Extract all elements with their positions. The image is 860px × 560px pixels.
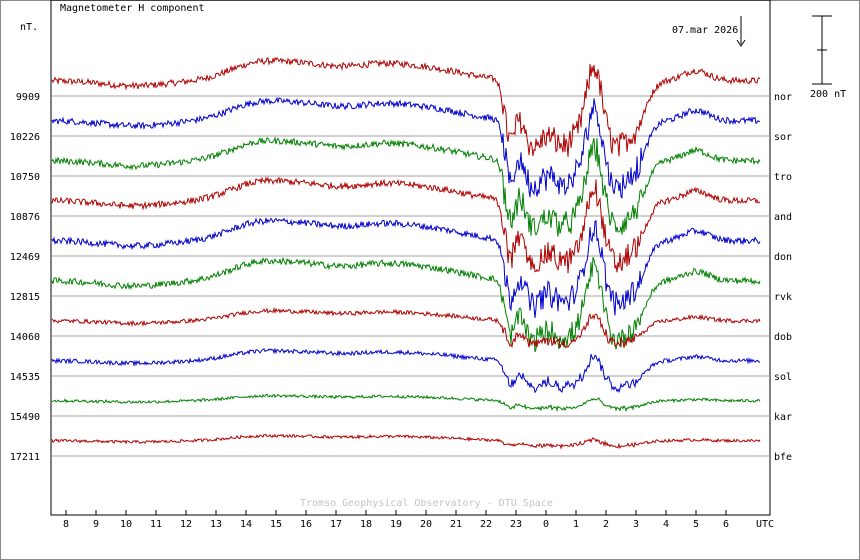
station-label-sol: sol [774, 372, 792, 383]
series-line-don [51, 217, 761, 319]
x-tick-label: 21 [450, 519, 462, 530]
x-tick-label: 16 [300, 519, 312, 530]
date-marker-arrow [736, 16, 746, 47]
x-tick-label: 11 [150, 519, 162, 530]
credit-text: Tromso Geophysical Observatory - DTU Spa… [300, 498, 553, 509]
x-tick-label: 20 [420, 519, 432, 530]
baseline-value-bfe: 17211 [10, 452, 40, 463]
x-tick-label: 3 [633, 519, 639, 530]
x-tick-label: 1 [573, 519, 579, 530]
baseline-value-kar: 15490 [10, 412, 40, 423]
y-axis-unit-label: nT. [20, 22, 38, 33]
x-tick-label: 8 [63, 519, 69, 530]
x-tick-label: 4 [663, 519, 669, 530]
chart-title: Magnetometer H component [60, 3, 205, 14]
series-line-nor [51, 56, 761, 157]
x-tick-label: 19 [390, 519, 402, 530]
station-label-rvk: rvk [774, 292, 792, 303]
x-tick-label: 6 [723, 519, 729, 530]
baseline-value-nor: 9909 [16, 92, 40, 103]
baseline-value-rvk: 12815 [10, 292, 40, 303]
scale-bar-label: 200 nT [810, 89, 846, 100]
station-label-kar: kar [774, 412, 792, 423]
series-line-and [51, 176, 761, 274]
series-line-tro [51, 136, 761, 237]
baseline-value-sor: 10226 [10, 132, 40, 143]
x-tick-label: 15 [270, 519, 282, 530]
x-tick-label: 12 [180, 519, 192, 530]
baseline-value-don: 12469 [10, 252, 40, 263]
station-label-tro: tro [774, 172, 792, 183]
station-label-dob: dob [774, 332, 792, 343]
x-axis-ticks: 8 9 10 11 12 13 14 15 16 17 18 19 20 21 22 23 0 1 2 3 4 5 6 [63, 510, 729, 530]
series-layer [51, 56, 761, 450]
station-labels: nor sor tro and don rvk dob sol kar bfe [774, 92, 792, 463]
x-tick-label: 0 [543, 519, 549, 530]
x-tick-label: 23 [510, 519, 522, 530]
station-label-and: and [774, 212, 792, 223]
station-label-sor: sor [774, 132, 792, 143]
x-tick-label: 10 [120, 519, 132, 530]
baseline-value-tro: 10750 [10, 172, 40, 183]
plot-frame [50, 0, 771, 516]
series-line-bfe [51, 433, 761, 450]
series-line-sol [51, 347, 760, 394]
x-axis-label: UTC [756, 519, 774, 530]
baseline-value-dob: 14060 [10, 332, 40, 343]
series-line-kar [51, 393, 761, 413]
date-label: 07.mar 2026 [672, 25, 738, 36]
baseline-value-sol: 14535 [10, 372, 40, 383]
baseline-labels: 9909 10226 10750 10876 12469 12815 14060 14535 1… [10, 92, 40, 463]
baseline-value-and: 10876 [10, 212, 40, 223]
station-label-don: don [774, 252, 792, 263]
station-label-bfe: bfe [774, 452, 792, 463]
x-tick-label: 2 [603, 519, 609, 530]
series-line-sor [51, 96, 760, 199]
x-tick-label: 17 [330, 519, 342, 530]
x-tick-label: 18 [360, 519, 372, 530]
x-tick-label: 5 [693, 519, 699, 530]
x-tick-label: 13 [210, 519, 222, 530]
station-label-nor: nor [774, 92, 792, 103]
x-tick-label: 9 [93, 519, 99, 530]
series-line-dob [51, 306, 761, 349]
x-tick-label: 14 [240, 519, 252, 530]
series-line-rvk [51, 256, 761, 352]
scale-bar [812, 15, 832, 85]
x-tick-label: 22 [480, 519, 492, 530]
